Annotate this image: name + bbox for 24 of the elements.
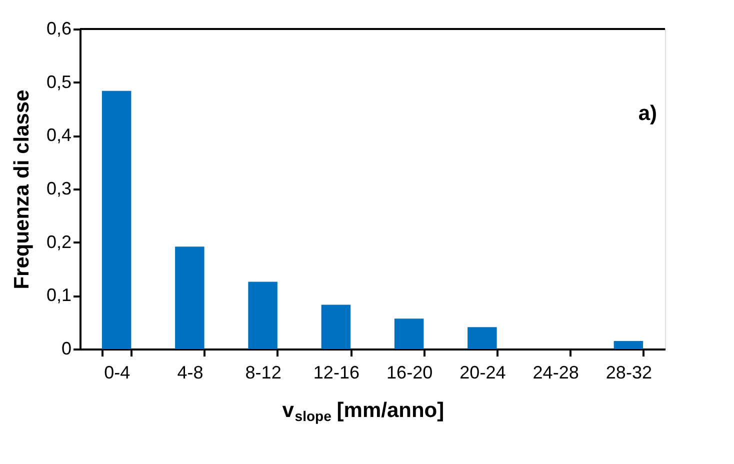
x-tick-label: 28-32 bbox=[606, 362, 652, 382]
bar bbox=[468, 327, 497, 349]
annotation: a) bbox=[638, 102, 657, 125]
bar bbox=[394, 318, 424, 349]
x-tick-label: 20-24 bbox=[460, 362, 506, 382]
y-tick-label: 0 bbox=[61, 338, 72, 358]
y-tick-label: 0,5 bbox=[46, 72, 72, 92]
x-tick-label: 24-28 bbox=[532, 362, 579, 382]
x-tick-label: 4-8 bbox=[177, 362, 204, 382]
y-tick-label: 0,2 bbox=[46, 232, 72, 252]
y-tick-label: 0,1 bbox=[46, 285, 72, 306]
y-tick-label: 0,4 bbox=[46, 125, 72, 146]
x-tick-label: 16-20 bbox=[386, 362, 433, 382]
bar bbox=[175, 246, 204, 349]
bar bbox=[321, 304, 351, 349]
y-tick-label: 0,3 bbox=[46, 178, 72, 198]
bar bbox=[248, 282, 278, 349]
bar bbox=[614, 341, 644, 349]
x-tick-label: 8-12 bbox=[245, 362, 282, 382]
bar bbox=[102, 90, 132, 349]
y-axis-title: Frequenza di classe bbox=[10, 90, 34, 290]
x-tick-label: 0-4 bbox=[104, 362, 130, 382]
x-tick-label: 12-16 bbox=[313, 362, 360, 382]
y-tick-label: 0,6 bbox=[46, 18, 72, 38]
